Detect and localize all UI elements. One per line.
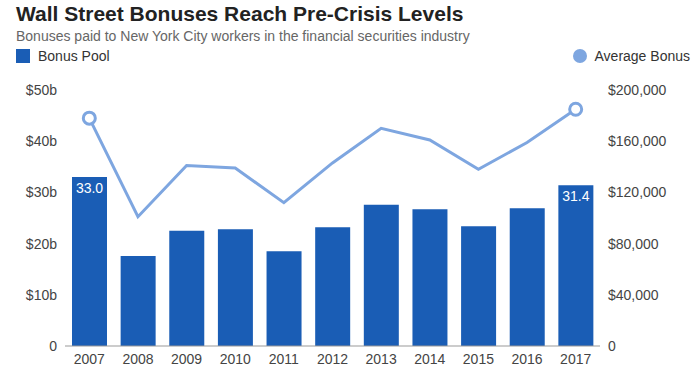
svg-text:$10b: $10b xyxy=(26,287,57,303)
svg-text:0: 0 xyxy=(608,338,616,354)
svg-text:$160,000: $160,000 xyxy=(608,133,667,149)
svg-text:33.0: 33.0 xyxy=(76,180,103,196)
svg-text:2017: 2017 xyxy=(560,351,591,367)
svg-text:$30b: $30b xyxy=(26,184,57,200)
svg-text:$80,000: $80,000 xyxy=(608,236,659,252)
svg-text:2009: 2009 xyxy=(171,351,202,367)
svg-text:2010: 2010 xyxy=(220,351,251,367)
svg-text:31.4: 31.4 xyxy=(562,188,589,204)
html-text:Average Bonus: Average Bonus xyxy=(594,48,690,64)
svg-text:$40,000: $40,000 xyxy=(608,287,659,303)
svg-text:0: 0 xyxy=(49,338,57,354)
svg-text:2016: 2016 xyxy=(511,351,542,367)
svg-text:2013: 2013 xyxy=(366,351,397,367)
html-text:Wall Street Bonuses Reach Pre-: Wall Street Bonuses Reach Pre-Crisis Lev… xyxy=(16,2,464,25)
svg-text:2015: 2015 xyxy=(463,351,494,367)
svg-text:2012: 2012 xyxy=(317,351,348,367)
svg-text:$50b: $50b xyxy=(26,82,57,98)
svg-text:2011: 2011 xyxy=(269,351,299,367)
html-text:Bonus Pool: Bonus Pool xyxy=(38,48,110,64)
svg-text:2007: 2007 xyxy=(74,351,105,367)
svg-text:$200,000: $200,000 xyxy=(608,82,667,98)
svg-text:$40b: $40b xyxy=(26,133,57,149)
svg-text:2014: 2014 xyxy=(414,351,445,367)
svg-text:2008: 2008 xyxy=(122,351,153,367)
svg-text:$120,000: $120,000 xyxy=(608,184,667,200)
html-text:Bonuses paid to New York City: Bonuses paid to New York City workers in… xyxy=(16,28,470,44)
svg-text:$20b: $20b xyxy=(26,236,57,252)
